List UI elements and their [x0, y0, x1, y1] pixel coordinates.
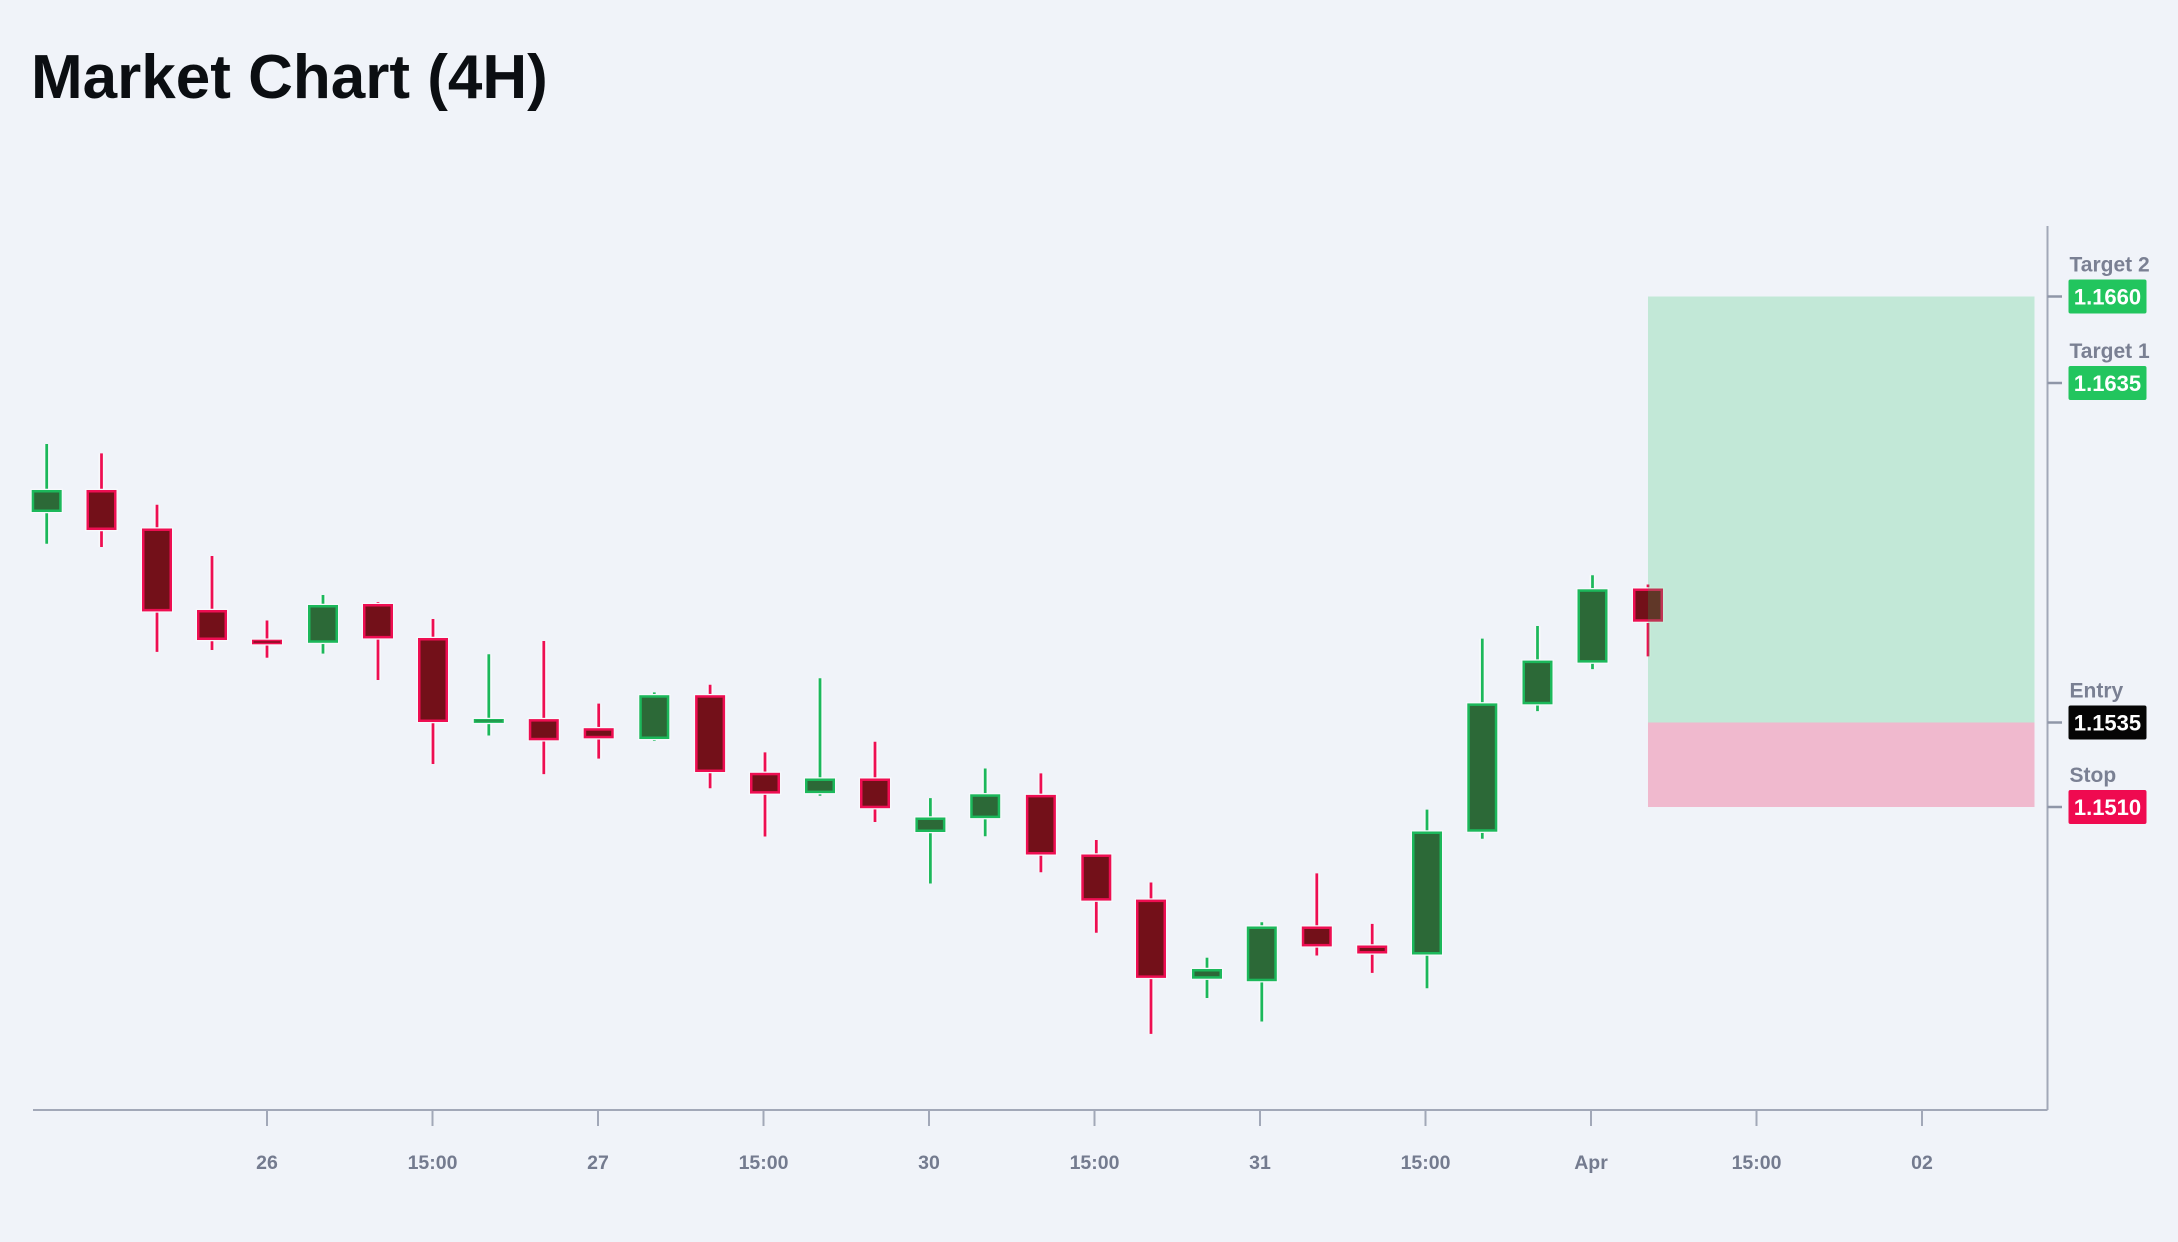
svg-text:27: 27	[587, 1152, 609, 1174]
svg-text:Market Chart (4H): Market Chart (4H)	[31, 43, 548, 112]
svg-text:31: 31	[1249, 1152, 1271, 1174]
svg-text:Stop: Stop	[2070, 764, 2117, 787]
svg-text:Apr: Apr	[1574, 1152, 1608, 1174]
svg-text:15:00: 15:00	[1070, 1152, 1120, 1174]
svg-text:26: 26	[256, 1152, 278, 1174]
svg-text:15:00: 15:00	[739, 1152, 789, 1174]
svg-text:Target 2: Target 2	[2070, 254, 2150, 277]
svg-text:1.1660: 1.1660	[2074, 284, 2141, 309]
svg-text:Entry: Entry	[2070, 680, 2124, 703]
svg-text:02: 02	[1911, 1152, 1933, 1174]
svg-text:Target 1: Target 1	[2070, 340, 2150, 363]
svg-text:1.1510: 1.1510	[2074, 795, 2141, 820]
svg-text:15:00: 15:00	[1732, 1152, 1782, 1174]
svg-text:15:00: 15:00	[408, 1152, 458, 1174]
svg-text:30: 30	[918, 1152, 940, 1174]
svg-text:15:00: 15:00	[1401, 1152, 1451, 1174]
svg-text:1.1635: 1.1635	[2074, 371, 2141, 396]
svg-text:1.1535: 1.1535	[2074, 710, 2141, 735]
